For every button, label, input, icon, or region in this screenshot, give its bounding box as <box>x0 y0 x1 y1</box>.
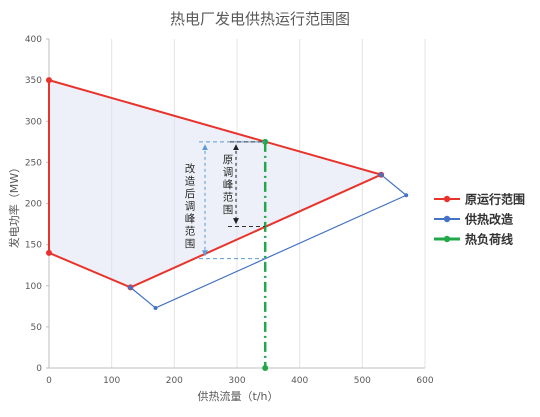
y-tick-200: 200 <box>25 200 42 210</box>
x-tick-600: 600 <box>416 376 433 386</box>
y-tick-150: 150 <box>25 241 42 251</box>
modified-range-label: 改造后调峰范围 <box>185 162 196 250</box>
annotations: 原调峰范围 改造后调峰范围 <box>185 141 266 260</box>
series-point-2-3 <box>378 172 384 178</box>
x-tick-0: 0 <box>46 376 52 386</box>
series-point-2-2 <box>404 193 409 198</box>
legend-marker-2 <box>443 215 451 223</box>
x-tick-100: 100 <box>103 376 120 386</box>
legend-marker-3 <box>443 235 451 243</box>
y-tick-350: 350 <box>25 76 42 86</box>
y-tick-400: 400 <box>25 35 42 45</box>
legend-marker-1 <box>443 195 451 203</box>
x-tick-500: 500 <box>354 376 371 386</box>
x-tick-300: 300 <box>228 376 245 386</box>
legend-label-3: 热负荷线 <box>465 232 513 247</box>
y-tick-100: 100 <box>25 282 42 292</box>
range-fill <box>49 80 382 288</box>
series-point-2-0 <box>128 285 133 290</box>
series-line-2 <box>130 174 408 309</box>
y-tick-250: 250 <box>25 158 42 168</box>
original-range-area <box>49 80 382 288</box>
series-point-2-1 <box>153 305 158 310</box>
series-point-3-1 <box>262 365 269 371</box>
legend-label-2: 供热改造 <box>464 212 514 227</box>
x-axis-label: 供热流量（t/h） <box>198 389 279 403</box>
series-point-1-0 <box>46 77 52 84</box>
y-tick-0: 0 <box>36 364 42 374</box>
chart-title: 热电厂发电供热运行范围图 <box>170 10 350 28</box>
legend-label-1: 原运行范围 <box>465 192 525 207</box>
x-tick-200: 200 <box>166 376 183 386</box>
series-point-1-3 <box>46 249 52 256</box>
original-range-label: 原调峰范围 <box>223 154 234 216</box>
y-tick-labels: 0 50 100 150 200 250 300 350 400 <box>25 35 42 374</box>
y-axis-label: 发电功率（MW） <box>7 162 21 248</box>
x-tick-400: 400 <box>291 376 308 386</box>
series-lines <box>46 77 409 371</box>
y-tick-300: 300 <box>25 117 42 127</box>
y-tick-50: 50 <box>31 323 43 333</box>
x-tick-labels: 0 100 200 300 400 500 600 <box>46 376 434 386</box>
